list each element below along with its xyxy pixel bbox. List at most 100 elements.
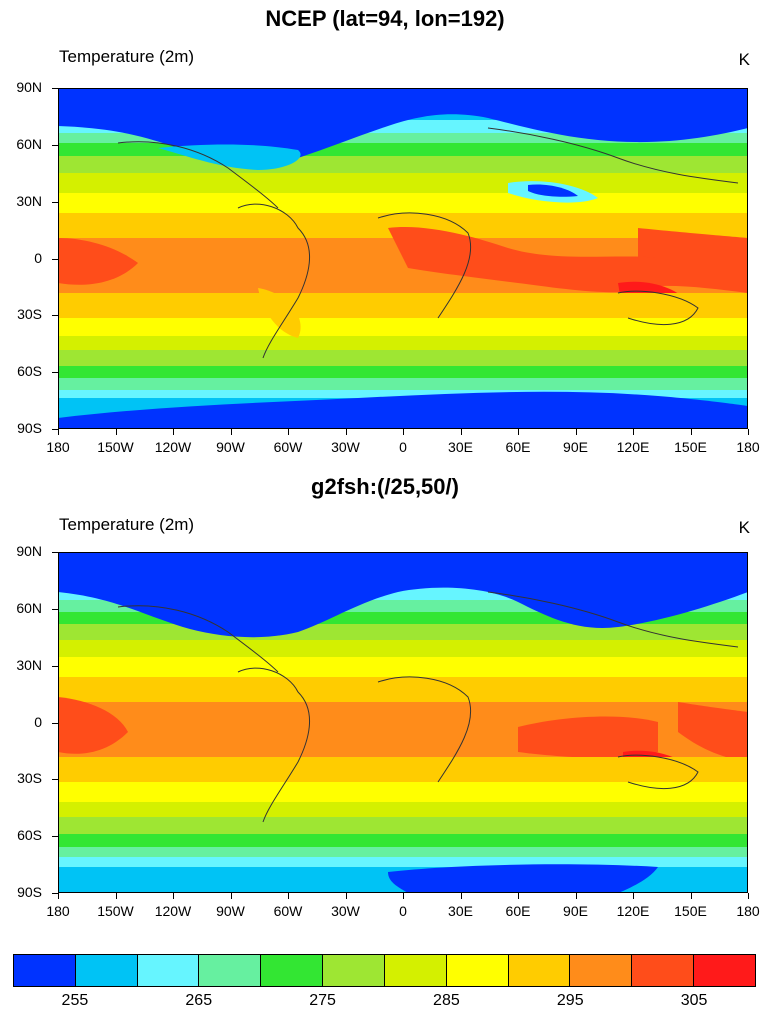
lon-tick [518, 893, 519, 899]
lat-tick [52, 429, 58, 430]
lat-label: 90S [17, 884, 42, 900]
colorbar-label: 275 [309, 992, 336, 1009]
lon-tick [230, 429, 232, 435]
lon-tick [345, 893, 347, 899]
lat-label: 30N [16, 656, 42, 673]
lon-label: 120E [616, 903, 650, 919]
top-map-title: NCEP (lat=94, lon=192) [265, 6, 505, 31]
top-temperature-map [58, 88, 748, 429]
lon-tick [345, 429, 347, 435]
lat-tick [52, 315, 58, 317]
lon-label: 90W [216, 903, 245, 919]
bottom-temperature-map [58, 552, 748, 893]
colorbar-box [694, 955, 755, 986]
lat-label: 90N [16, 79, 42, 95]
lon-label: 180 [736, 439, 760, 455]
lat-tick [52, 372, 58, 374]
lon-tick [230, 893, 232, 899]
top-variable-label: Temperature (2m) [59, 47, 195, 66]
lon-tick [748, 429, 749, 435]
lon-label: 0 [399, 439, 407, 455]
top-units-label: K [738, 50, 750, 69]
lat-label: 30S [17, 306, 42, 323]
lat-label: 60N [16, 135, 42, 152]
lon-tick [460, 893, 462, 899]
lon-label: 120W [154, 903, 192, 919]
colorbar-box [75, 955, 138, 986]
colorbar-label: 305 [680, 992, 708, 1009]
lon-label: 180 [46, 903, 70, 919]
lat-tick [52, 779, 58, 781]
colorbar [13, 954, 756, 987]
colorbar-box [14, 955, 76, 986]
lat-tick [52, 552, 58, 553]
lon-tick [288, 429, 289, 435]
lon-tick [575, 429, 577, 435]
lat-tick [52, 144, 58, 146]
lon-tick [518, 429, 519, 435]
bottom-variable-label: Temperature (2m) [59, 515, 195, 534]
lon-label: 60W [273, 903, 303, 919]
lon-label: 90E [563, 903, 588, 919]
lon-tick [115, 893, 117, 899]
lat-label: 30N [16, 192, 42, 209]
lat-tick [52, 608, 58, 610]
colorbar-box [199, 955, 262, 986]
lon-tick [288, 893, 289, 899]
lat-label: 60S [17, 363, 42, 380]
colorbar-box [632, 955, 695, 986]
lon-label: 120W [154, 439, 192, 455]
lon-tick [460, 429, 462, 435]
lon-label: 180 [46, 439, 70, 455]
colorbar-box [323, 955, 385, 986]
lat-tick [52, 665, 58, 667]
lat-tick [52, 722, 58, 724]
lat-tick [52, 836, 58, 838]
lon-label: 90W [216, 439, 245, 455]
bottom-units-label: K [738, 518, 750, 537]
lon-tick [633, 893, 634, 899]
lat-label: 60N [16, 599, 42, 616]
lat-label: 90S [17, 420, 42, 436]
colorbar-label: 255 [61, 992, 89, 1009]
colorbar-box [570, 955, 633, 986]
lon-label: 30E [448, 903, 473, 919]
lat-label: 0 [34, 249, 42, 266]
colorbar-label: 265 [185, 992, 213, 1009]
bottom-map-title: g2fsh:(/25,50/) [311, 474, 459, 499]
lon-label: 150W [97, 903, 134, 919]
colorbar-box [446, 955, 509, 986]
lat-label: 90N [16, 543, 42, 559]
lon-label: 30W [331, 439, 360, 455]
lon-tick [403, 893, 404, 899]
lat-tick [52, 201, 58, 203]
lon-label: 60E [505, 903, 531, 919]
lon-label: 60W [273, 439, 303, 455]
lon-tick [58, 893, 59, 899]
lon-label: 150E [674, 903, 707, 919]
lon-label: 30E [448, 439, 473, 455]
colorbar-box [508, 955, 571, 986]
lon-tick [748, 893, 749, 899]
lon-tick [633, 429, 634, 435]
colorbar-box [261, 955, 324, 986]
colorbar-box [137, 955, 200, 986]
colorbar-label: 285 [433, 992, 460, 1009]
lon-label: 30W [331, 903, 360, 919]
lat-tick [52, 88, 58, 89]
lon-tick [575, 893, 577, 899]
lon-tick [403, 429, 404, 435]
lon-label: 0 [399, 903, 407, 919]
lon-label: 150E [674, 439, 707, 455]
lon-label: 90E [563, 439, 588, 455]
lon-label: 180 [736, 903, 760, 919]
lon-tick [173, 893, 174, 899]
lat-label: 60S [17, 827, 42, 844]
lat-tick [52, 893, 58, 894]
colorbar-box [384, 955, 447, 986]
lon-label: 60E [505, 439, 531, 455]
lon-label: 150W [97, 439, 134, 455]
lon-tick [173, 429, 174, 435]
lon-tick [690, 429, 692, 435]
colorbar-label: 295 [556, 992, 584, 1009]
